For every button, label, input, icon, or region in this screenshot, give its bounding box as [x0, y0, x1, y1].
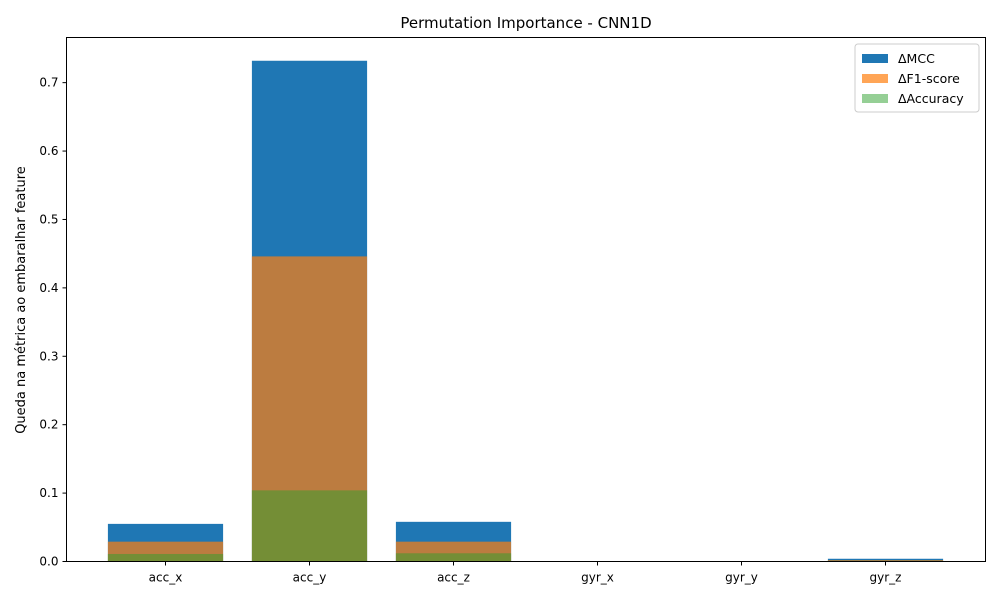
bar-2-acc_x [107, 553, 224, 562]
legend-swatch [862, 74, 888, 83]
y-tick-label: 0.3 [39, 349, 58, 363]
y-tick-label: 0.4 [39, 281, 58, 295]
x-tick-label: acc_z [437, 571, 470, 585]
y-tick-label: 0.5 [39, 212, 58, 226]
legend-label: ΔMCC [898, 51, 935, 66]
bar-2-acc_y [251, 490, 368, 562]
legend-swatch [862, 94, 888, 103]
legend-label: ΔAccuracy [898, 91, 964, 106]
legend: ΔMCC ΔF1-score ΔAccuracy [854, 43, 980, 113]
y-tick-label: 0.0 [39, 555, 58, 569]
bar-2-acc_z [395, 553, 512, 562]
bars-layer [107, 60, 944, 562]
y-tick-label: 0.7 [39, 76, 58, 90]
plot-frame [66, 37, 986, 562]
y-axis-title: Queda na métrica ao embaralhar feature [14, 166, 29, 434]
legend-label: ΔF1-score [898, 71, 960, 86]
x-tick-label: acc_x [149, 571, 183, 585]
y-tick-label: 0.6 [39, 144, 58, 158]
x-axis: acc_x acc_y acc_z gyr_x gyr_y gyr_z [149, 561, 902, 585]
x-tick-label: gyr_y [725, 571, 758, 585]
y-tick-label: 0.1 [39, 486, 58, 500]
x-tick-label: acc_y [293, 571, 327, 585]
chart-title: Permutation Importance - CNN1D [400, 14, 651, 32]
y-axis: 0.0 0.1 0.2 0.3 0.4 0.5 0.6 0.7 [39, 76, 67, 569]
legend-swatch [862, 54, 888, 63]
y-tick-label: 0.2 [39, 418, 58, 432]
x-tick-label: gyr_x [581, 571, 614, 585]
x-tick-label: gyr_z [870, 571, 902, 585]
